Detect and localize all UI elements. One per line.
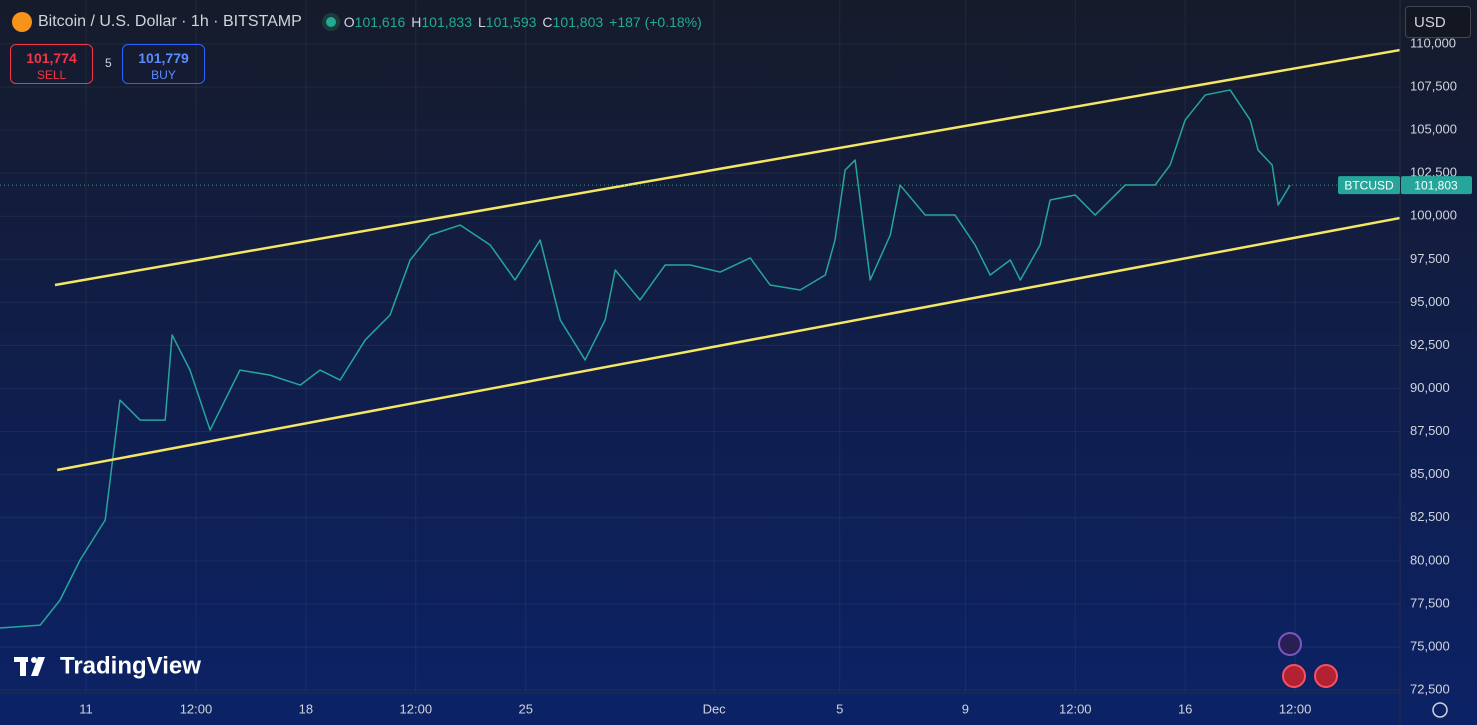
spread: 5 — [105, 56, 112, 70]
y-tick-label: 85,000 — [1410, 466, 1450, 481]
currency-button[interactable]: USD — [1405, 6, 1471, 38]
x-tick-label: 12:00 — [180, 701, 213, 716]
plot-area — [0, 48, 1400, 629]
sell-price: 101,774 — [26, 50, 77, 66]
event-icon[interactable] — [1278, 632, 1302, 656]
x-tick-label: 9 — [962, 701, 969, 716]
y-tick-label: 72,500 — [1410, 682, 1450, 697]
ohlc-key: C — [542, 14, 553, 30]
x-tick-label: 12:00 — [1279, 701, 1312, 716]
y-tick-label: 110,000 — [1410, 35, 1456, 50]
y-tick-label: 102,500 — [1410, 165, 1457, 180]
y-tick-label: 90,000 — [1410, 380, 1450, 395]
y-tick-label: 92,500 — [1410, 337, 1450, 352]
y-tick-label: 97,500 — [1410, 251, 1450, 266]
price-line — [0, 89, 1291, 629]
buy-price: 101,779 — [138, 50, 189, 66]
y-tick-label: 105,000 — [1410, 122, 1457, 137]
ohlc-value: 101,593 — [485, 14, 537, 30]
ohlc-value: 101,616 — [354, 14, 406, 30]
x-tick-label: 12:00 — [400, 701, 433, 716]
coin-icon — [12, 12, 32, 32]
symbol-header: Bitcoin / U.S. Dollar · 1h · BITSTAMP O1… — [12, 12, 708, 32]
symbol-tag-text: BTCUSD — [1344, 178, 1394, 192]
y-tick-label: 87,500 — [1410, 423, 1450, 438]
sell-button[interactable]: 101,774 SELL — [10, 44, 93, 84]
channel-line — [54, 48, 1400, 287]
axes: 72,500 75,000 77,500 80,000 82,500 85,000 87,5… — [79, 35, 1457, 716]
price-tag — [1401, 176, 1472, 195]
symbol-title: Bitcoin / U.S. Dollar · 1h · BITSTAMP — [38, 13, 302, 30]
x-tick-label: Dec — [703, 701, 727, 716]
x-tick-label: 25 — [518, 701, 532, 716]
buy-label: BUY — [151, 68, 176, 82]
ohlc-key: L — [478, 14, 486, 30]
ohlc-key: H — [411, 14, 422, 30]
grid — [0, 0, 1400, 693]
event-flag[interactable] — [1282, 664, 1306, 688]
x-tick-label: 16 — [1178, 701, 1192, 716]
y-tick-label: 80,000 — [1410, 552, 1450, 567]
x-tick-label: 5 — [836, 701, 843, 716]
settings-button[interactable] — [1432, 702, 1448, 718]
price-tag-text: 101,803 — [1414, 178, 1458, 192]
ohlc: O101,616 H101,833 L101,593 C101,803 +187 (+0… — [344, 14, 708, 30]
y-tick-label: 95,000 — [1410, 294, 1450, 309]
ohlc-value: 101,803 — [552, 14, 604, 30]
channel-line — [56, 216, 1400, 472]
sell-label: SELL — [36, 68, 67, 82]
logo-text: TradingView — [60, 652, 201, 679]
y-tick-label: 100,000 — [1410, 208, 1457, 223]
y-tick-label: 77,500 — [1410, 595, 1450, 610]
market-status — [325, 17, 336, 27]
logo: TradingView — [14, 652, 201, 679]
price-change: +187 (+0.18%) — [609, 14, 702, 30]
y-tick-label: 107,500 — [1410, 78, 1457, 93]
x-tick-label: 12:00 — [1059, 701, 1092, 716]
y-tick-label: 82,500 — [1410, 509, 1450, 524]
x-tick-label: 18 — [299, 701, 313, 716]
symbol-tag — [1338, 176, 1400, 195]
event-flag[interactable] — [1314, 664, 1338, 688]
buy-button[interactable]: 101,779 BUY — [122, 44, 205, 84]
ohlc-key: O — [343, 14, 355, 30]
y-tick-label: 75,000 — [1410, 638, 1450, 653]
x-tick-label: 11 — [79, 701, 93, 716]
ohlc-value: 101,833 — [421, 14, 472, 30]
